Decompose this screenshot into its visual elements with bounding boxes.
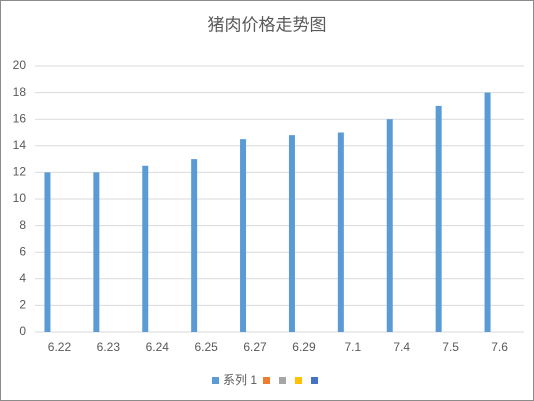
x-tick-label: 6.24 (146, 340, 170, 354)
bar (142, 165, 149, 332)
x-tick-label: 7.1 (345, 340, 362, 354)
x-tick-label: 6.22 (48, 340, 72, 354)
y-tick-label: 4 (19, 271, 26, 285)
y-tick-label: 12 (13, 165, 27, 179)
bar (337, 132, 344, 332)
bar (484, 92, 491, 332)
legend-swatch (212, 377, 219, 384)
y-tick-label: 2 (19, 298, 26, 312)
legend-swatch (279, 377, 287, 384)
legend-swatch (295, 377, 303, 384)
legend-swatch (263, 377, 271, 384)
x-tick-label: 7.4 (393, 340, 410, 354)
x-tick-label: 6.27 (243, 340, 267, 354)
y-tick-label: 8 (19, 218, 26, 232)
bar (240, 139, 247, 332)
y-tick-label: 10 (13, 191, 27, 205)
bar (191, 159, 198, 332)
x-tick-label: 6.29 (292, 340, 316, 354)
bar (288, 135, 295, 332)
x-tick-label: 6.23 (97, 340, 121, 354)
bar (44, 172, 51, 332)
chart-title: 猪肉价格走势图 (208, 15, 327, 34)
y-tick-label: 0 (19, 324, 26, 338)
y-tick-label: 6 (19, 244, 26, 258)
y-tick-label: 20 (13, 58, 27, 72)
y-tick-label: 14 (13, 138, 27, 152)
x-tick-label: 6.25 (194, 340, 218, 354)
bar (386, 119, 393, 332)
y-tick-label: 16 (13, 111, 27, 125)
y-tick-label: 18 (13, 85, 27, 99)
x-tick-label: 7.5 (442, 340, 459, 354)
legend-label: 系列 1 (223, 373, 257, 387)
x-tick-label: 7.6 (491, 340, 508, 354)
bar (435, 105, 442, 333)
legend-swatch (311, 377, 319, 384)
bar (93, 172, 100, 332)
